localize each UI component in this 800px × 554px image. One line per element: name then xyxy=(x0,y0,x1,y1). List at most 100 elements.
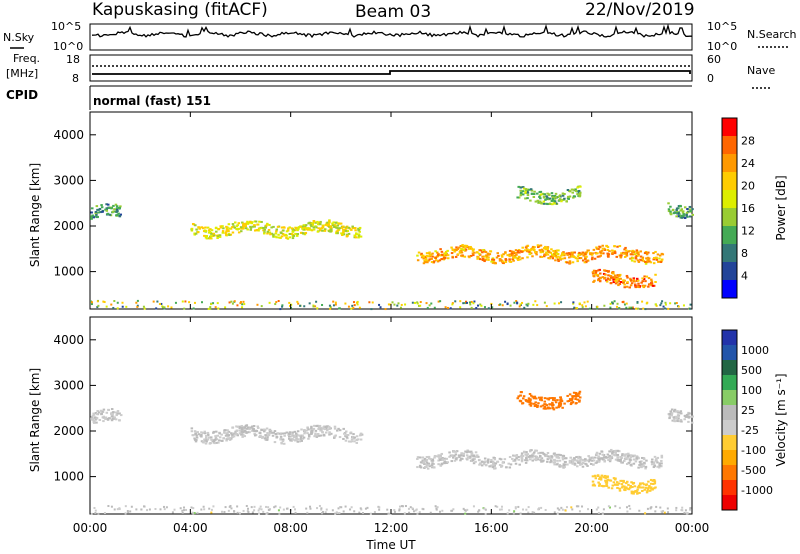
echo-cell xyxy=(118,419,121,422)
echo-cell xyxy=(282,226,286,229)
clutter-cell xyxy=(597,511,600,514)
echo-cell xyxy=(251,225,255,228)
clutter-cell xyxy=(622,301,625,304)
clutter-cell xyxy=(396,304,399,307)
colorbar-swatch xyxy=(722,495,737,511)
echo-cell xyxy=(532,452,535,455)
echo-cell xyxy=(312,228,316,231)
echo-cell xyxy=(342,231,345,234)
echo-cell xyxy=(416,466,419,469)
clutter-cell xyxy=(268,301,271,304)
echo-cell xyxy=(97,411,101,414)
echo-cell xyxy=(551,257,555,260)
clutter-cell xyxy=(654,303,657,306)
clutter-cell xyxy=(391,301,394,304)
echo-cell xyxy=(616,449,620,452)
echo-cell xyxy=(266,232,269,235)
clutter-cell xyxy=(508,509,511,512)
echo-cell xyxy=(501,261,505,264)
echo-cell xyxy=(578,251,581,254)
clutter-cell xyxy=(661,300,664,303)
clutter-cell xyxy=(296,300,299,303)
echo-cell xyxy=(511,253,514,256)
echo-cell xyxy=(331,222,334,225)
echo-cell xyxy=(670,414,673,417)
echo-cell xyxy=(246,220,249,223)
echo-cell xyxy=(609,448,613,451)
echo-cell xyxy=(221,230,225,233)
echo-cell xyxy=(339,222,343,225)
echo-cell xyxy=(422,255,425,258)
echo-cell xyxy=(534,251,537,254)
echo-cell xyxy=(283,434,286,437)
clutter-cell xyxy=(320,507,323,510)
y-tick-label: 4000 xyxy=(53,333,84,347)
echo-cell xyxy=(282,229,285,232)
echo-cell xyxy=(588,458,591,461)
echo-cell xyxy=(568,195,572,198)
echo-cell xyxy=(519,192,523,195)
echo-cell xyxy=(458,246,461,249)
echo-cell xyxy=(213,442,217,445)
clutter-cell xyxy=(159,508,162,511)
echo-cell xyxy=(623,255,627,258)
echo-cell xyxy=(217,227,221,230)
echo-cell xyxy=(647,283,651,286)
echo-cell xyxy=(316,220,319,223)
echo-cell xyxy=(468,455,472,458)
echo-cell xyxy=(539,255,542,258)
echo-cell xyxy=(672,212,676,215)
echo-cell xyxy=(602,458,605,461)
echo-cell xyxy=(317,223,320,226)
clutter-cell xyxy=(613,300,616,303)
echo-cell xyxy=(106,418,110,421)
echo-cell xyxy=(641,256,645,259)
echo-cell xyxy=(546,247,550,250)
echo-cell xyxy=(647,251,650,254)
echo-cell xyxy=(576,255,580,258)
echo-cell xyxy=(208,442,212,445)
power-colorbar-swatches xyxy=(722,118,737,299)
echo-cell xyxy=(327,425,331,428)
echo-cell xyxy=(655,256,658,259)
echo-cell xyxy=(419,253,423,256)
echo-cell xyxy=(222,227,225,230)
echo-cell xyxy=(552,408,556,411)
echo-cell xyxy=(561,252,564,255)
colorbar-tick-label: 12 xyxy=(741,225,755,238)
echo-cell xyxy=(660,454,664,457)
echo-cell xyxy=(631,486,634,489)
clutter-cell xyxy=(544,508,547,511)
echo-cell xyxy=(613,450,617,453)
echo-cell xyxy=(545,195,548,198)
clutter-cell xyxy=(305,507,308,510)
echo-cell xyxy=(333,435,337,438)
echo-cell xyxy=(460,457,463,460)
echo-cell xyxy=(690,415,693,418)
echo-cell xyxy=(242,433,245,436)
echo-cell xyxy=(543,400,547,403)
echo-cell xyxy=(585,255,588,258)
echo-cell xyxy=(691,213,695,216)
echo-cell xyxy=(631,253,635,256)
clutter-cell xyxy=(659,506,662,509)
echo-cell xyxy=(328,221,331,224)
echo-cell xyxy=(525,459,529,462)
clutter-cell xyxy=(441,509,444,512)
echo-cell xyxy=(583,253,587,256)
echo-cell xyxy=(620,483,624,486)
echo-cell xyxy=(602,252,605,255)
echo-cell xyxy=(501,260,505,263)
echo-cell xyxy=(97,208,101,211)
echo-cell xyxy=(513,254,517,257)
echo-cell xyxy=(596,255,600,258)
clutter-cell xyxy=(527,506,530,509)
echo-cell xyxy=(614,276,618,279)
echo-cell xyxy=(526,400,530,403)
echo-cell xyxy=(521,246,524,249)
echo-cell xyxy=(539,197,542,200)
echo-cell xyxy=(488,465,491,468)
echo-cell xyxy=(195,436,199,439)
echo-cell xyxy=(554,192,558,195)
